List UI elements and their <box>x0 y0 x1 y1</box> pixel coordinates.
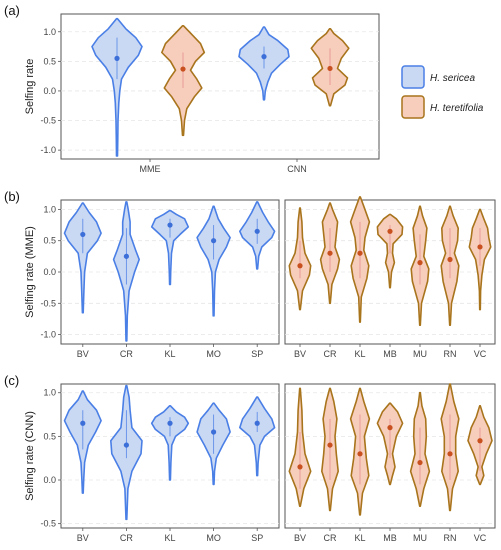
panel-c-sericea-cr-median-dot <box>123 442 129 448</box>
panel-c-sericea-sp-median-dot <box>254 420 260 426</box>
panel-b-xtick-label: CR <box>120 349 133 359</box>
panel-c-xtick-label: KL <box>354 533 365 543</box>
panel-b-xtick-label: VC <box>474 349 487 359</box>
panel-b-teretifolia-bv-median-dot <box>297 263 303 269</box>
panel-c-ytick-label: 0.0 <box>43 475 56 485</box>
panel-b-sericea-kl-median-dot <box>167 222 173 228</box>
legend-key-sericea <box>401 65 425 89</box>
panel-b-ytick-label: 1.0 <box>43 204 56 214</box>
panel-c-panel-label: (c) <box>4 373 19 388</box>
panel-a-ytick-label: 0.5 <box>43 56 56 66</box>
panel-a-mme-teretifolia-median-dot <box>180 66 186 72</box>
panel-b-xtick-label: BV <box>294 349 306 359</box>
panel-b-ytick-label: 0.0 <box>43 267 56 277</box>
panel-b-sericea-mo-median-dot <box>211 238 217 244</box>
panel-b-xtick-label: CR <box>324 349 337 359</box>
panel-b-ytick-label: -1.0 <box>40 330 56 340</box>
panel-b-xtick-label: KL <box>354 349 365 359</box>
panel-a-ytick-label: -1.0 <box>40 145 56 155</box>
panel-c-teretifolia-bv-median-dot <box>297 464 303 470</box>
panel-b-teretifolia-mu-median-dot <box>417 260 423 266</box>
panel-b-xtick-label: MU <box>413 349 427 359</box>
panel-b-xtick-label: SP <box>251 349 263 359</box>
panel-a-cnn-teretifolia-median-dot <box>327 65 333 72</box>
panel-b-sericea-bv-median-dot <box>80 231 86 238</box>
panel-c-ytick-label: -0.5 <box>40 519 56 529</box>
panel-b-sericea-mo-violin <box>196 205 231 317</box>
panel-c-xtick-label: SP <box>251 533 263 543</box>
panel-c-teretifolia-vc-median-dot <box>477 438 483 444</box>
panel-b-panel-label: (b) <box>4 189 20 204</box>
panel-c-ytick-label: 0.5 <box>43 431 56 441</box>
panel-b-sericea-sp-median-dot <box>254 228 260 234</box>
panel-c-xtick-label: MB <box>383 533 397 543</box>
panel-c-xtick-label: BV <box>294 533 306 543</box>
panel-c-xtick-label: KL <box>164 533 175 543</box>
panel-b-ytick-label: -0.5 <box>40 298 56 308</box>
panel-b-teretifolia-rn-median-dot <box>447 256 453 263</box>
panel-b-sericea-bv-violin <box>63 202 102 314</box>
panel-c-xtick-label: MO <box>206 533 221 543</box>
panel-a-xtick-label: CNN <box>287 164 307 174</box>
panel-b-teretifolia-kl-median-dot <box>357 250 363 256</box>
panel-c-teretifolia-kl-median-dot <box>357 451 363 457</box>
panel-b-xtick-label: MB <box>383 349 397 359</box>
panel-b-teretifolia-vc-median-dot <box>477 244 483 250</box>
panel-a-panel-label: (a) <box>4 3 20 18</box>
panel-c-sericea-mo-median-dot <box>211 429 217 435</box>
legend-label-teretifolia: H. teretifolia <box>430 103 484 114</box>
panel-c-teretifolia-cr-median-dot <box>327 442 333 448</box>
panel-a-ylabel: Selfing rate <box>24 59 36 115</box>
panel-b-teretifolia-mb-median-dot <box>387 228 393 234</box>
legend-label-sericea: H. sericea <box>430 73 475 84</box>
panel-b-ytick-label: 0.5 <box>43 236 56 246</box>
panel-c-xtick-label: RN <box>444 533 457 543</box>
panel-b-ylabel: Selfing rate (MME) <box>24 226 36 318</box>
panel-c-xtick-label: VC <box>474 533 487 543</box>
panel-c-xtick-label: CR <box>120 533 133 543</box>
panel-a-mme-sericea-median-dot <box>114 55 120 61</box>
panel-a-cnn-sericea-median-dot <box>261 54 267 60</box>
panel-c-xtick-label: CR <box>324 533 337 543</box>
panel-c-sericea-kl-violin <box>150 405 190 481</box>
legend-key-teretifolia <box>401 95 425 119</box>
panel-c-sericea-bv-median-dot <box>80 420 86 426</box>
panel-b-xtick-label: KL <box>164 349 175 359</box>
panel-b-xtick-label: BV <box>77 349 89 359</box>
panel-b-sericea-cr-median-dot <box>123 253 129 259</box>
panel-c-teretifolia-rn-median-dot <box>447 451 453 457</box>
panel-b-teretifolia-cr-median-dot <box>327 250 333 256</box>
panel-a-ytick-label: 1.0 <box>43 27 56 37</box>
panel-b-xtick-label: MO <box>206 349 221 359</box>
panel-a-xtick-label: MME <box>140 164 161 174</box>
panel-a-ytick-label: 0.0 <box>43 86 56 96</box>
panel-b-xtick-label: RN <box>444 349 457 359</box>
panel-c-xtick-label: MU <box>413 533 427 543</box>
panel-c-teretifolia-mb-median-dot <box>387 425 393 431</box>
panel-a-mme-sericea-violin <box>91 17 143 157</box>
panel-a-ytick-label: -0.5 <box>40 116 56 126</box>
panel-c-sericea-kl-median-dot <box>167 420 173 426</box>
panel-c-ylabel: Selfing rate (CNN) <box>24 411 36 501</box>
panel-c-ytick-label: 1.0 <box>43 388 56 398</box>
panel-c-sericea-sp-violin <box>239 396 276 477</box>
panel-c-xtick-label: BV <box>77 533 89 543</box>
panel-b-sericea-kl-violin <box>150 209 190 286</box>
panel-c-teretifolia-mu-median-dot <box>417 459 423 466</box>
